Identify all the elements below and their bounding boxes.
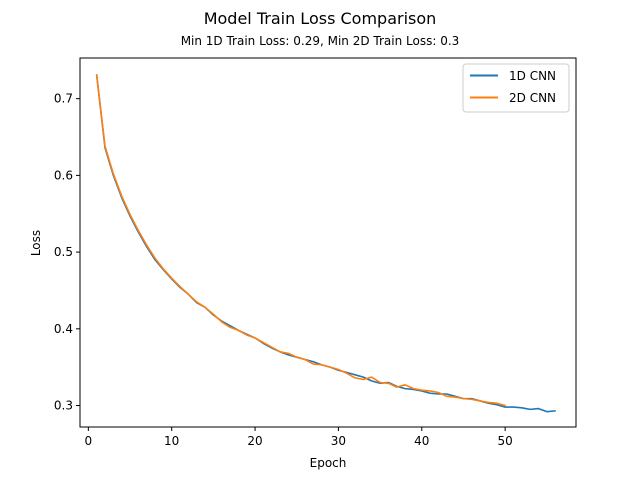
plot-area [95,74,556,413]
legend-label-1d-cnn: 1D CNN [509,69,556,83]
x-axis-label: Epoch [310,456,347,470]
y-tick-label: 0.3 [54,399,73,413]
legend: 1D CNN 2D CNN [462,63,570,113]
x-tick-label: 20 [247,434,262,448]
x-tick-label: 40 [414,434,429,448]
y-tick-label: 0.7 [54,92,73,106]
x-tick-label: 10 [164,434,179,448]
legend-label-2d-cnn: 2D CNN [509,91,556,105]
x-axis: 0 10 20 30 40 50 [85,427,513,448]
x-tick-label: 30 [331,434,346,448]
x-tick-label: 50 [498,434,513,448]
x-tick-label: 0 [85,434,93,448]
y-axis-label: Loss [29,230,43,256]
y-tick-label: 0.6 [54,168,73,182]
chart-subtitle: Min 1D Train Loss: 0.29, Min 2D Train Lo… [181,34,460,48]
y-axis: 0.3 0.4 0.5 0.6 0.7 [54,92,80,413]
chart-title: Model Train Loss Comparison [204,9,437,28]
y-tick-label: 0.5 [54,245,73,259]
y-tick-label: 0.4 [54,322,73,336]
series-line-2d-cnn [95,74,506,407]
axes-frame [79,57,577,428]
